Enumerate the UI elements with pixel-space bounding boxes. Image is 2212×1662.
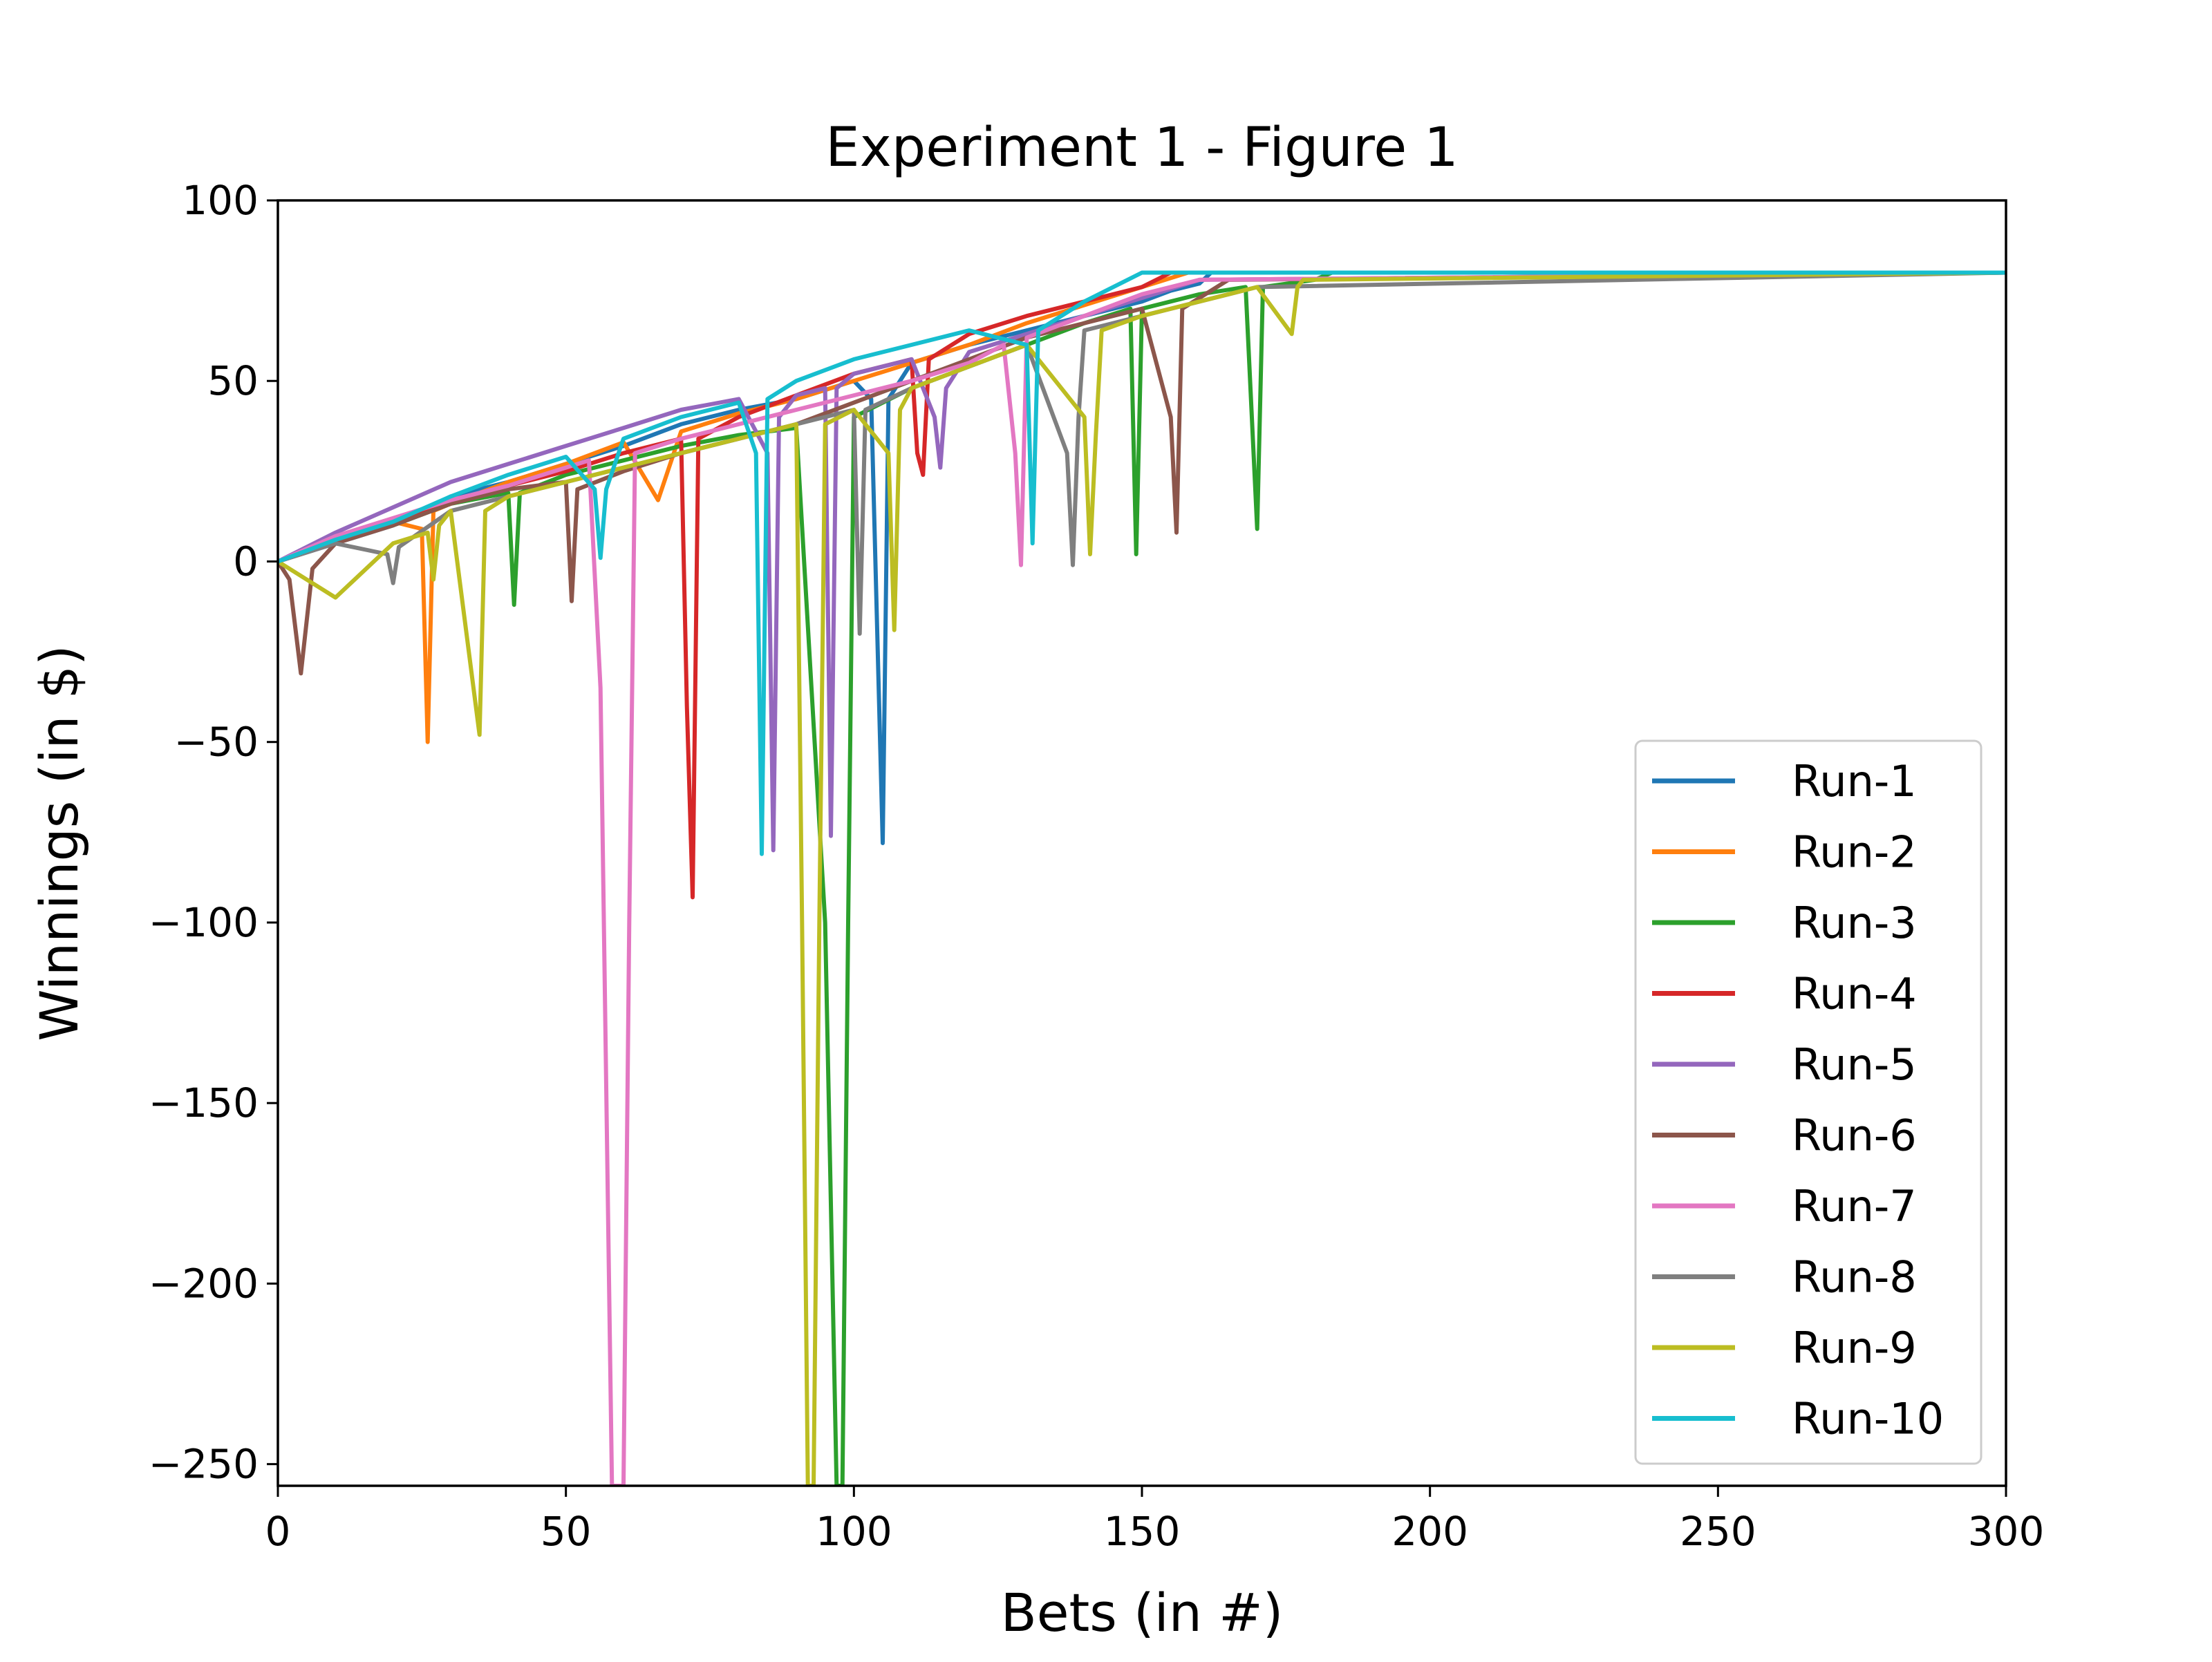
y-axis: 100 50 0 −50 −100 −150 −200 −250 [149, 177, 278, 1488]
legend: Run-1 Run-2 Run-3 Run-4 Run-5 Run-6 Run-7 Run-8… [1634, 739, 1983, 1465]
series-line-run-9 [278, 270, 2006, 1486]
x-tick-label: 150 [1104, 1508, 1181, 1555]
legend-label: Run-7 [1792, 1181, 1917, 1231]
y-tick-label: −250 [149, 1441, 259, 1488]
x-axis-label: Bets (in #) [1001, 1582, 1284, 1643]
series-line-run-3 [278, 270, 2006, 1486]
y-tick-label: −100 [149, 899, 259, 946]
legend-label: Run-8 [1792, 1252, 1917, 1303]
x-axis: 0 50 100 150 200 250 300 [265, 1486, 2045, 1555]
legend-label: Run-3 [1792, 898, 1917, 948]
series-line-run-10 [278, 270, 2006, 856]
legend-label: Run-2 [1792, 827, 1917, 878]
y-tick-label: −150 [149, 1079, 259, 1126]
series-line-run-7 [278, 270, 2006, 1486]
y-tick-label: −50 [174, 719, 259, 766]
y-tick-label: 100 [182, 177, 259, 224]
legend-label: Run-6 [1792, 1111, 1917, 1161]
series-line-run-1 [278, 270, 2006, 845]
legend-label: Run-5 [1792, 1039, 1917, 1090]
x-tick-label: 200 [1391, 1508, 1468, 1555]
legend-label: Run-1 [1792, 756, 1917, 806]
legend-label: Run-9 [1792, 1323, 1917, 1373]
x-tick-label: 0 [265, 1508, 291, 1555]
x-tick-label: 100 [816, 1508, 892, 1555]
x-tick-label: 300 [1968, 1508, 2045, 1555]
y-tick-label: 0 [233, 538, 259, 585]
series-line-run-2 [278, 270, 2006, 744]
chart-title: Experiment 1 - Figure 1 [825, 117, 1458, 179]
series-group [278, 270, 2006, 1486]
legend-label: Run-4 [1792, 969, 1917, 1019]
x-tick-label: 50 [541, 1508, 592, 1555]
y-axis-label: Winnings (in $) [28, 645, 90, 1041]
x-tick-label: 250 [1680, 1508, 1756, 1555]
y-tick-label: 50 [207, 357, 259, 404]
y-tick-label: −200 [149, 1260, 259, 1307]
legend-label: Run-10 [1792, 1394, 1944, 1444]
